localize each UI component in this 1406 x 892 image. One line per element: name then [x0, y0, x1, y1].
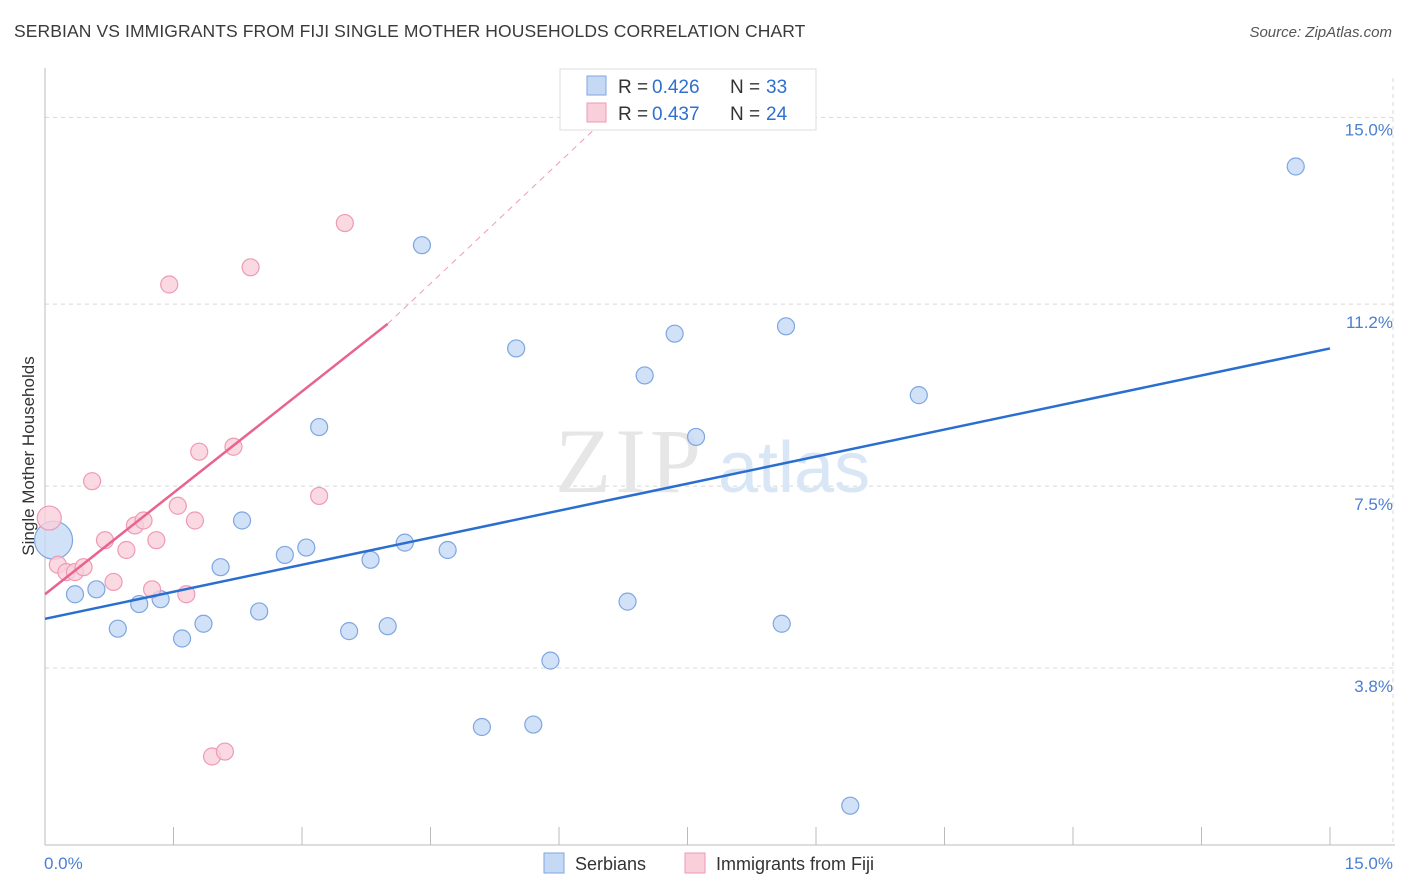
point-serbians-29: [776, 317, 796, 336]
point-serbians-2: [87, 580, 106, 599]
axes: [44, 68, 1395, 846]
y-tick-label-3: 3.8%: [1354, 677, 1393, 696]
point-serbians-28: [772, 614, 791, 633]
point-serbians-7: [194, 614, 213, 633]
point-fiji-14: [168, 496, 187, 515]
point-fiji-11: [142, 580, 162, 599]
bottom-legend-label-serbians: Serbians: [575, 854, 646, 874]
source-label: Source: ZipAtlas.com: [1249, 24, 1392, 41]
point-fiji-5: [83, 472, 102, 491]
point-serbians-6: [172, 629, 192, 648]
point-serbians-16: [378, 617, 397, 636]
trend-line-fiji-extension: [387, 121, 603, 325]
point-fiji-13: [160, 275, 179, 294]
point-serbians-18: [412, 236, 432, 255]
point-serbians-11: [275, 545, 294, 565]
x-tick-labels: 0.0% 15.0%: [44, 854, 1393, 873]
point-fiji-8: [117, 540, 136, 560]
legend-n-value-fiji: 24: [766, 104, 788, 125]
point-fiji-12: [147, 531, 166, 550]
bottom-legend-label-fiji: Immigrants from Fiji: [716, 854, 874, 874]
watermark: ZIP atlas: [555, 410, 870, 512]
point-fiji-10: [134, 511, 153, 530]
point-serbians-21: [507, 339, 526, 358]
legend-r-value-fiji: 0.437: [652, 104, 700, 125]
legend-r-label-serbians: R =: [618, 77, 648, 98]
point-serbians-8: [211, 558, 230, 577]
x-tick-label-max: 15.0%: [1345, 854, 1393, 873]
series-legend: Serbians Immigrants from Fiji: [543, 852, 874, 874]
point-serbians-20: [472, 717, 491, 737]
legend-r-label-fiji: R =: [618, 104, 648, 125]
y-tick-labels: 15.0% 11.2% 7.5% 3.8%: [1345, 120, 1393, 696]
watermark-atlas: atlas: [718, 428, 870, 508]
point-serbians-22: [524, 715, 543, 734]
point-serbians-30: [841, 796, 860, 815]
point-serbians-12: [297, 538, 316, 557]
point-serbians-19: [438, 540, 457, 560]
point-fiji-7: [104, 572, 123, 592]
point-serbians-31: [909, 386, 928, 405]
legend-n-label-serbians: N =: [730, 77, 760, 98]
trend-line-serbians: [44, 347, 1331, 621]
point-serbians-25: [635, 366, 654, 385]
y-tick-label-0: 15.0%: [1345, 120, 1393, 139]
point-serbians-24: [618, 592, 637, 611]
point-serbians-9: [232, 511, 252, 530]
point-fiji-4: [74, 558, 93, 577]
point-serbians-32: [1286, 157, 1305, 176]
legend-n-label-fiji: N =: [730, 104, 760, 125]
point-serbians-13: [310, 417, 329, 437]
chart-title: SERBIAN VS IMMIGRANTS FROM FIJI SINGLE M…: [14, 21, 806, 41]
point-serbians-15: [361, 550, 380, 569]
legend-swatch-serbians: [586, 75, 607, 96]
correlation-legend: R = 0.426 N = 33 R = 0.437 N = 24: [559, 68, 817, 131]
x-tick-label-min: 0.0%: [44, 854, 83, 873]
bottom-legend-swatch-serbians: [543, 852, 565, 874]
point-fiji-0: [36, 505, 62, 531]
y-tick-label-2: 7.5%: [1354, 495, 1393, 514]
y-tick-label-1: 11.2%: [1346, 313, 1393, 332]
legend-swatch-fiji: [586, 102, 607, 123]
point-fiji-21: [241, 258, 260, 277]
point-serbians-27: [686, 427, 706, 447]
point-serbians-1: [65, 585, 85, 604]
trend-lines: [44, 121, 1331, 621]
bottom-legend-swatch-fiji: [684, 852, 706, 874]
legend-n-value-serbians: 33: [766, 77, 787, 98]
trend-line-fiji: [44, 322, 389, 596]
point-fiji-16: [185, 511, 205, 530]
legend-r-value-serbians: 0.426: [652, 77, 700, 98]
point-serbians-23: [541, 651, 560, 670]
point-serbians-26: [665, 324, 684, 343]
point-serbians-10: [250, 602, 269, 621]
data-points: [33, 157, 1305, 815]
y-axis-title: Single Mother Households: [19, 356, 38, 555]
point-fiji-23: [335, 213, 354, 233]
point-serbians-14: [340, 622, 359, 641]
point-fiji-17: [190, 442, 209, 461]
point-fiji-22: [310, 486, 329, 506]
point-serbians-3: [108, 619, 127, 638]
point-fiji-19: [215, 742, 234, 761]
